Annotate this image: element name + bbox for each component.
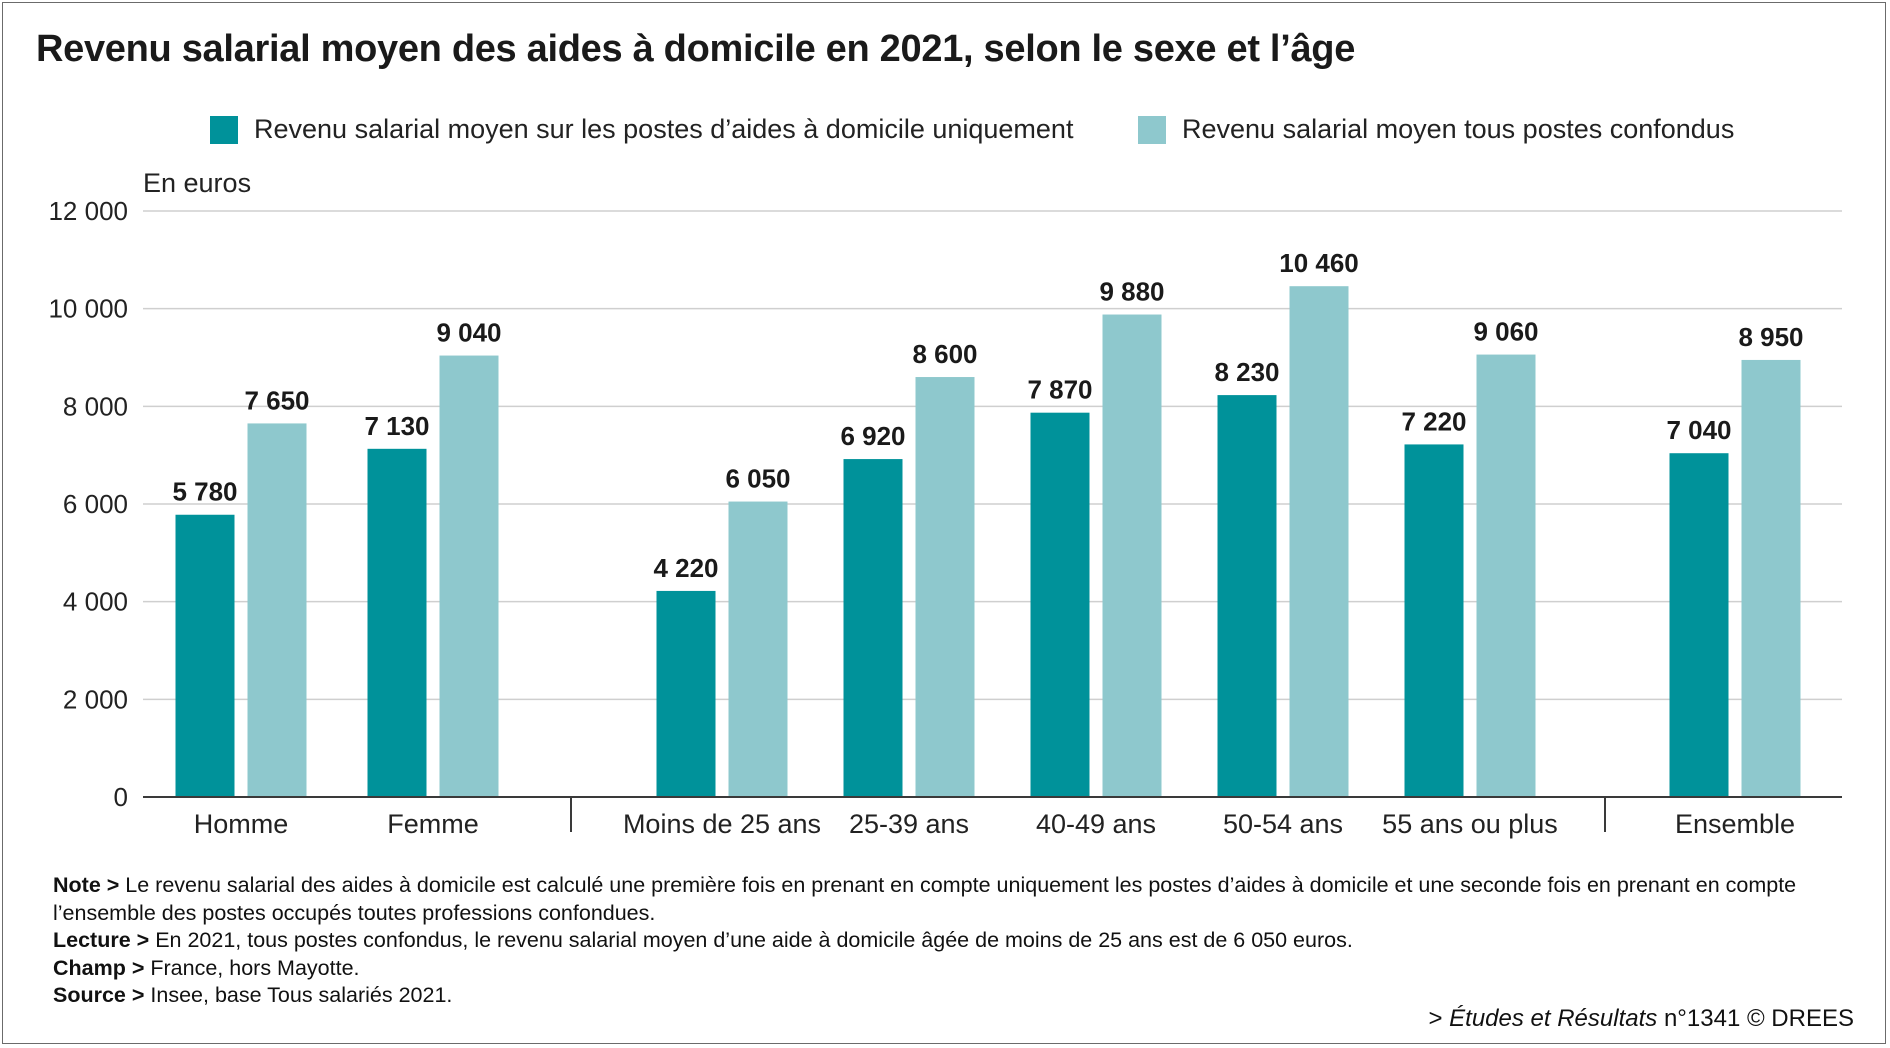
data-label: 9 060: [1473, 317, 1538, 347]
data-label: 7 650: [244, 385, 309, 415]
data-label: 6 920: [840, 421, 905, 451]
champ-text: France, hors Mayotte.: [150, 955, 360, 980]
legend-swatch-tous-postes: [1138, 115, 1166, 144]
data-label: 8 600: [912, 339, 977, 369]
credit-prefix: >: [1428, 1005, 1450, 1032]
lecture-text: En 2021, tous postes confondus, le reven…: [155, 928, 1353, 952]
bar: [175, 514, 235, 797]
note-label: Note >: [53, 873, 120, 897]
legend-item-tous-postes: Revenu salarial moyen tous postes confon…: [1138, 114, 1734, 145]
x-tick-label: 25-39 ans: [849, 809, 969, 839]
x-tick-label: 55 ans ou plus: [1382, 809, 1558, 839]
bar: [1404, 444, 1464, 797]
data-label: 7 870: [1027, 375, 1092, 405]
data-label: 4 220: [653, 553, 718, 583]
data-label: 7 130: [364, 411, 429, 441]
notes: Note > Le revenu salarial des aides à do…: [53, 872, 1853, 1010]
y-tick-label: 0: [114, 782, 128, 812]
data-label: 10 460: [1279, 248, 1359, 278]
bar: [1289, 286, 1349, 797]
bar: [1030, 412, 1090, 797]
champ-label: Champ >: [53, 955, 145, 980]
bar: [656, 590, 716, 797]
x-tick-label: Moins de 25 ans: [623, 809, 821, 839]
legend-swatch-domicile: [210, 115, 238, 144]
lecture-line: Lecture > En 2021, tous postes confondus…: [53, 927, 1853, 955]
y-tick-label: 8 000: [63, 391, 128, 421]
x-tick-label: Femme: [387, 809, 479, 839]
bar: [367, 448, 427, 797]
note-line: Note > Le revenu salarial des aides à do…: [53, 872, 1853, 927]
credit: > Études et Résultats n°1341 © DREES: [1428, 1005, 1854, 1033]
data-label: 7 220: [1401, 406, 1466, 436]
bar: [1476, 354, 1536, 797]
chart-title: Revenu salarial moyen des aides à domici…: [36, 28, 1356, 70]
bar: [915, 377, 975, 797]
data-label: 8 230: [1214, 357, 1279, 387]
x-tick-label: 50-54 ans: [1223, 809, 1343, 839]
x-tick-label: Ensemble: [1675, 809, 1795, 839]
bar: [439, 355, 499, 797]
legend-label-tous-postes: Revenu salarial moyen tous postes confon…: [1182, 114, 1735, 144]
data-label: 6 050: [725, 464, 790, 494]
bar: [1217, 395, 1277, 797]
source-text: Insee, base Tous salariés 2021.: [150, 983, 453, 1007]
data-label: 8 950: [1738, 322, 1803, 352]
source-line: Source > Insee, base Tous salariés 2021.: [53, 982, 1853, 1010]
source-label: Source >: [53, 983, 145, 1007]
x-tick-label: 40-49 ans: [1036, 809, 1156, 839]
bar: [843, 459, 903, 797]
credit-suffix: n°1341 © DREES: [1657, 1005, 1854, 1032]
legend-label-domicile: Revenu salarial moyen sur les postes d’a…: [254, 114, 1074, 144]
data-label: 9 880: [1099, 277, 1164, 307]
bar: [1741, 359, 1801, 797]
data-label: 9 040: [436, 318, 501, 348]
champ-line: Champ > France, hors Mayotte.: [53, 955, 1853, 983]
x-tick-label: Homme: [194, 809, 289, 839]
lecture-label: Lecture >: [53, 928, 150, 952]
bar-chart: 0 2 000 4 000 6 000 8 000 10 000 12 000 En euro…: [48, 168, 1842, 839]
bar: [1102, 314, 1162, 797]
y-tick-label: 10 000: [48, 294, 128, 324]
y-axis-label: En euros: [143, 168, 251, 198]
y-tick-label: 6 000: [63, 489, 128, 519]
bars: 5 780 7 650 7 130 9 040 4 220 6 050 6 920 8 600…: [172, 248, 1804, 797]
data-label: 5 780: [172, 477, 237, 507]
y-axis: 0 2 000 4 000 6 000 8 000 10 000 12 000 En euro…: [48, 168, 251, 812]
bar: [247, 423, 307, 797]
y-tick-label: 2 000: [63, 684, 128, 714]
note-text: Le revenu salarial des aides à domicile …: [53, 873, 1797, 925]
x-axis: Homme Femme Moins de 25 ans 25-39 ans 40-49 …: [143, 796, 1842, 839]
bar: [1669, 453, 1729, 797]
y-tick-label: 12 000: [48, 196, 128, 226]
legend-item-domicile: Revenu salarial moyen sur les postes d’a…: [210, 114, 1073, 145]
bar: [728, 501, 788, 797]
y-tick-label: 4 000: [63, 587, 128, 617]
legend: Revenu salarial moyen sur les postes d’a…: [0, 114, 1890, 148]
credit-publication: Études et Résultats: [1449, 1005, 1658, 1032]
data-label: 7 040: [1666, 415, 1731, 445]
